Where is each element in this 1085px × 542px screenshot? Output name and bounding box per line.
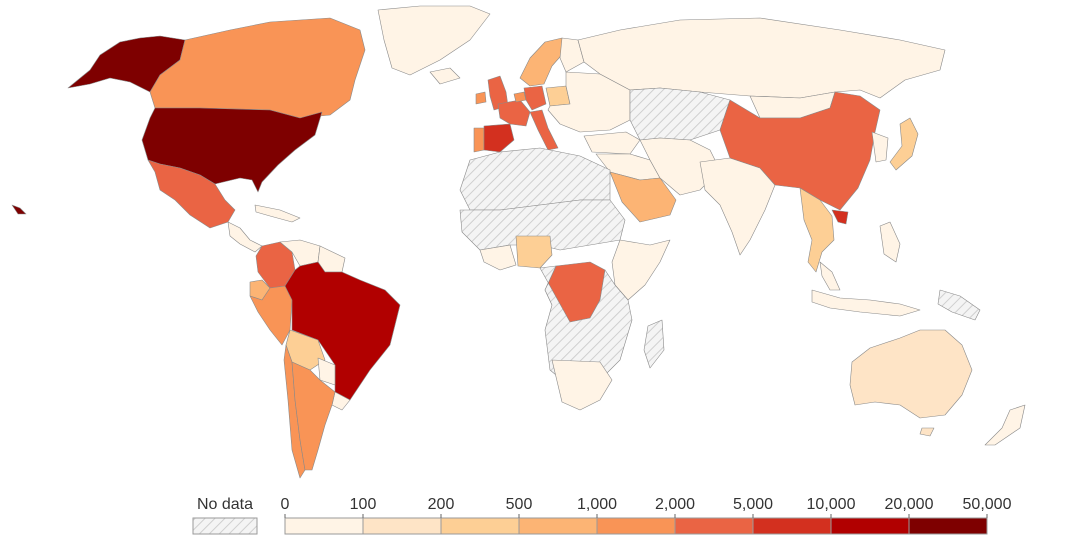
- germany[interactable]: [523, 85, 547, 111]
- legend-swatch: [752, 517, 832, 535]
- turkey[interactable]: [583, 131, 641, 155]
- legend-tick-label: 50,000: [963, 496, 1012, 513]
- new-guinea[interactable]: [937, 289, 981, 321]
- malaysia[interactable]: [819, 261, 841, 291]
- legend-swatch: [596, 517, 676, 535]
- legend-tick-label: 500: [506, 496, 533, 513]
- east-africa[interactable]: [611, 239, 671, 301]
- southeast-asia[interactable]: [799, 187, 835, 273]
- legend-tick-label: 1,000: [577, 496, 617, 513]
- central-america[interactable]: [227, 221, 263, 253]
- legend-swatch: [362, 517, 442, 535]
- legend-tick-label: 0: [281, 496, 290, 513]
- nigeria[interactable]: [515, 235, 553, 269]
- greenland[interactable]: [377, 5, 491, 76]
- saudi-arabia[interactable]: [609, 171, 677, 223]
- no-data-label: No data: [197, 496, 253, 513]
- canada[interactable]: [149, 17, 366, 119]
- no-data-swatch: [192, 517, 258, 535]
- central-asia[interactable]: [629, 87, 731, 141]
- spain[interactable]: [483, 123, 515, 153]
- ireland[interactable]: [475, 91, 487, 105]
- madagascar[interactable]: [643, 319, 665, 369]
- peru[interactable]: [249, 285, 293, 346]
- legend-tick-label: 100: [350, 496, 377, 513]
- finland[interactable]: [559, 37, 585, 73]
- new-zealand[interactable]: [984, 404, 1026, 446]
- legend-swatch: [518, 517, 598, 535]
- philippines[interactable]: [879, 221, 901, 263]
- france[interactable]: [497, 99, 531, 127]
- china[interactable]: [719, 91, 881, 211]
- legend-tick-label: 10,000: [807, 496, 856, 513]
- argentina[interactable]: [291, 361, 336, 471]
- caribbean[interactable]: [254, 204, 301, 223]
- legend-swatch: [284, 517, 364, 535]
- korea[interactable]: [871, 131, 889, 163]
- legend-swatch: [674, 517, 754, 535]
- legend-swatch: [908, 517, 988, 535]
- japan[interactable]: [889, 117, 919, 171]
- tasmania[interactable]: [919, 427, 935, 437]
- italy[interactable]: [529, 109, 559, 151]
- legend-tick-label: 2,000: [655, 496, 695, 513]
- central-africa[interactable]: [539, 265, 633, 381]
- legend-swatch: [830, 517, 910, 535]
- indonesia[interactable]: [811, 289, 921, 317]
- mexico[interactable]: [147, 159, 236, 229]
- russia[interactable]: [577, 17, 946, 99]
- southern-africa[interactable]: [551, 359, 613, 411]
- legend-swatch: [440, 517, 520, 535]
- vietnam[interactable]: [831, 209, 849, 225]
- scandinavia[interactable]: [519, 37, 567, 87]
- legend-tick-label: 200: [428, 496, 455, 513]
- benelux[interactable]: [513, 91, 527, 103]
- legend: No data 0 100 200 500 1,000 2,000 5,000 10,000 2…: [192, 496, 1012, 535]
- portugal[interactable]: [473, 127, 485, 153]
- legend-tick-label: 20,000: [885, 496, 934, 513]
- legend-tick-label: 5,000: [733, 496, 773, 513]
- iceland[interactable]: [429, 67, 461, 85]
- australia[interactable]: [849, 329, 973, 419]
- paraguay[interactable]: [317, 357, 336, 386]
- west-africa[interactable]: [479, 244, 517, 271]
- hawaii[interactable]: [11, 204, 27, 215]
